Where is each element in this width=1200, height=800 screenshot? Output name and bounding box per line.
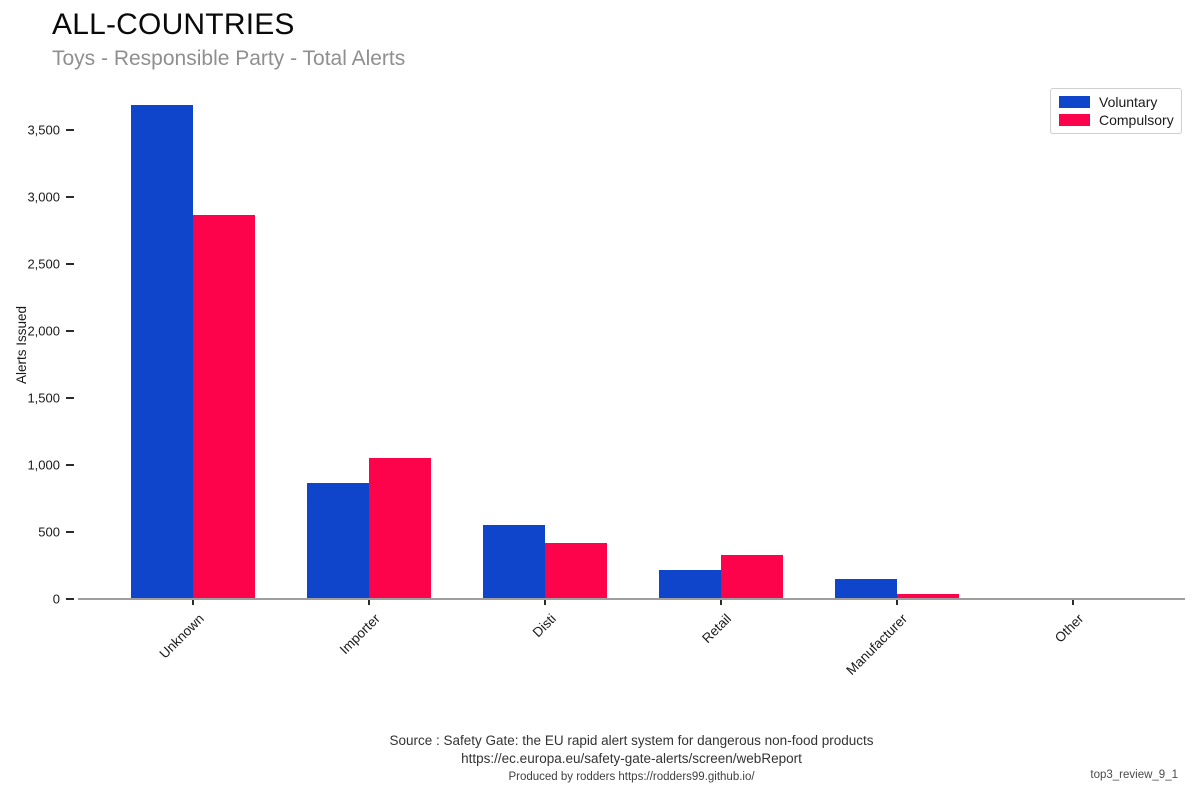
y-tick-mark bbox=[66, 196, 74, 198]
footer: Source : Safety Gate: the EU rapid alert… bbox=[78, 732, 1185, 783]
y-tick-label: 3,500 bbox=[27, 122, 60, 138]
chart-subtitle: Toys - Responsible Party - Total Alerts bbox=[52, 47, 406, 70]
legend-item-compulsory: Compulsory bbox=[1051, 112, 1181, 128]
y-tick-label: 2,000 bbox=[27, 323, 60, 339]
bar-voluntary-unknown bbox=[131, 105, 193, 599]
y-tick-label: 3,000 bbox=[27, 189, 60, 205]
y-tick-mark bbox=[66, 330, 74, 332]
bar-compulsory-importer bbox=[369, 458, 431, 599]
legend-swatch-icon bbox=[1059, 114, 1090, 127]
bar-compulsory-unknown bbox=[193, 215, 255, 599]
x-axis-line bbox=[78, 598, 1185, 600]
x-category-label: Other bbox=[1052, 611, 1087, 646]
bar-voluntary-retail bbox=[659, 570, 721, 599]
y-axis-label: Alerts Issued bbox=[14, 305, 29, 385]
x-tick-mark bbox=[192, 600, 194, 605]
y-tick-label: 1,500 bbox=[27, 390, 60, 406]
x-category-label: Disti bbox=[529, 611, 559, 641]
y-tick-label: 0 bbox=[52, 591, 60, 607]
bar-voluntary-disti bbox=[483, 525, 545, 599]
y-tick-label: 500 bbox=[38, 524, 60, 540]
bar-compulsory-manufacturer bbox=[897, 593, 959, 599]
legend-item-voluntary: Voluntary bbox=[1051, 94, 1181, 110]
x-tick-mark bbox=[896, 600, 898, 605]
x-tick-mark bbox=[1072, 600, 1074, 605]
y-tick-label: 2,500 bbox=[27, 256, 60, 272]
y-tick-mark bbox=[66, 464, 74, 466]
y-tick-label: 1,000 bbox=[27, 457, 60, 473]
source-line-1: Source : Safety Gate: the EU rapid alert… bbox=[389, 733, 874, 748]
report-id: top3_review_9_1 bbox=[1090, 769, 1178, 781]
x-category-label: Importer bbox=[336, 611, 383, 658]
x-category-label: Manufacturer bbox=[843, 611, 911, 678]
y-tick-mark bbox=[66, 397, 74, 399]
source-line-2: https://ec.europa.eu/safety-gate-alerts/… bbox=[461, 751, 802, 766]
x-category-label: Retail bbox=[699, 611, 735, 647]
bar-voluntary-importer bbox=[307, 483, 369, 599]
legend: Voluntary Compulsory bbox=[1050, 88, 1182, 134]
bar-voluntary-manufacturer bbox=[835, 578, 897, 599]
y-tick-mark bbox=[66, 531, 74, 533]
legend-swatch-icon bbox=[1059, 95, 1090, 108]
legend-label: Compulsory bbox=[1099, 112, 1174, 129]
x-tick-mark bbox=[720, 600, 722, 605]
y-tick-mark bbox=[66, 129, 74, 131]
x-tick-mark bbox=[368, 600, 370, 605]
bar-compulsory-disti bbox=[545, 543, 607, 599]
produced-by-line: Produced by rodders https://rodders99.gi… bbox=[508, 771, 755, 783]
chart-title: ALL-COUNTRIES bbox=[52, 8, 295, 41]
bar-compulsory-retail bbox=[721, 554, 783, 599]
legend-label: Voluntary bbox=[1099, 93, 1158, 110]
y-tick-mark bbox=[66, 263, 74, 265]
y-tick-mark bbox=[66, 598, 74, 600]
x-category-label: Unknown bbox=[156, 611, 207, 662]
x-tick-mark bbox=[544, 600, 546, 605]
